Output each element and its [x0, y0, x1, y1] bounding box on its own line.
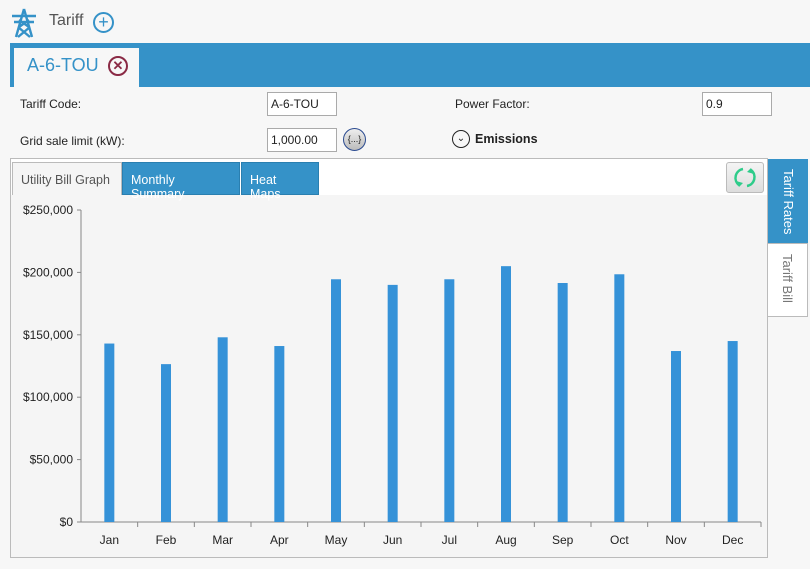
tariff-code-label: Tariff Code: — [20, 97, 82, 111]
bar-sep — [557, 283, 568, 522]
bar-apr — [274, 346, 285, 522]
x-tick-label: Jan — [100, 533, 119, 547]
tab-utility-bill-graph[interactable]: Utility Bill Graph — [12, 162, 122, 195]
y-tick-label: $200,000 — [23, 265, 73, 279]
utility-bill-chart: $0 $50,000 $100,000 $150,000 $200,000 $250,00… — [23, 203, 762, 547]
bar-mar — [217, 337, 228, 522]
x-tick-label: Sep — [552, 533, 574, 547]
bar-jul — [444, 279, 455, 522]
grid-sale-limit-input[interactable]: 1,000.00 — [267, 128, 337, 152]
bar-feb — [161, 364, 171, 522]
bar-nov — [671, 351, 681, 522]
refresh-icon — [734, 167, 756, 188]
bar-aug — [501, 266, 511, 522]
chevron-down-icon[interactable]: ⌄ — [452, 130, 470, 148]
x-tick-label: Aug — [495, 533, 516, 547]
page-title: Tariff — [49, 12, 84, 29]
y-tick-label: $100,000 — [23, 390, 73, 404]
x-tick-label: Dec — [722, 533, 743, 547]
refresh-button[interactable] — [726, 162, 764, 193]
x-tick-label: Apr — [270, 533, 289, 547]
emissions-expander[interactable]: Emissions — [475, 132, 538, 146]
x-tick-label: Nov — [665, 533, 686, 547]
document-tab-bar — [10, 43, 810, 87]
x-tick-label: Oct — [610, 533, 629, 547]
y-tick-label: $0 — [60, 515, 74, 529]
side-tab-tariff-bill[interactable]: Tariff Bill — [767, 243, 808, 317]
add-tariff-button[interactable]: + — [93, 12, 114, 33]
power-factor-input[interactable]: 0.9 — [702, 92, 772, 116]
expression-button[interactable]: {...} — [343, 128, 366, 151]
bar-jun — [387, 284, 398, 522]
x-tick-label: Jun — [383, 533, 402, 547]
x-tick-label: Feb — [156, 533, 177, 547]
bar-dec — [727, 341, 738, 522]
x-tick-label: May — [325, 533, 348, 547]
y-tick-label: $50,000 — [30, 453, 74, 467]
grid-sale-limit-label: Grid sale limit (kW): — [20, 134, 125, 148]
bar-oct — [614, 274, 625, 522]
bar-may — [331, 279, 341, 522]
side-tab-tariff-rates[interactable]: Tariff Rates — [768, 159, 808, 243]
document-tab[interactable]: A-6-TOU ✕ — [14, 48, 139, 87]
tariff-code-input[interactable]: A-6-TOU — [267, 92, 337, 116]
x-tick-label: Mar — [212, 533, 233, 547]
x-tick-label: Jul — [442, 533, 457, 547]
bar-jan — [104, 343, 115, 522]
y-tick-label: $250,000 — [23, 203, 73, 217]
document-tab-label: A-6-TOU — [27, 55, 99, 75]
tab-control: Utility Bill Graph Monthly Summary Heat … — [10, 158, 768, 558]
tab-heat-maps[interactable]: Heat Maps — [241, 162, 319, 201]
close-tab-button[interactable]: ✕ — [108, 56, 128, 76]
transmission-tower-icon — [12, 8, 36, 38]
power-factor-label: Power Factor: — [455, 97, 530, 111]
tab-monthly-summary[interactable]: Monthly Summary — [122, 162, 240, 201]
y-tick-label: $150,000 — [23, 328, 73, 342]
